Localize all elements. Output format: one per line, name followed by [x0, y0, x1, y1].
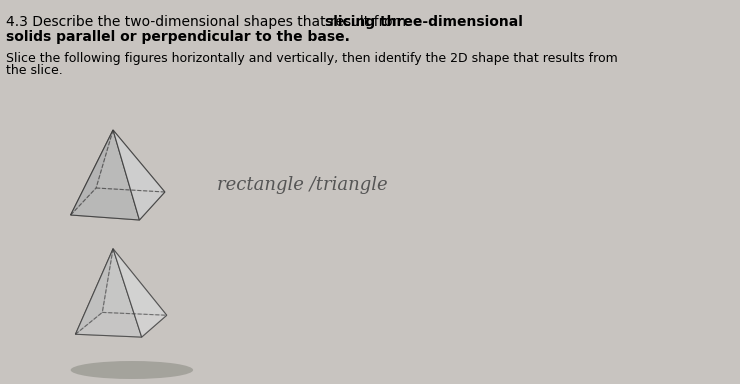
- Polygon shape: [75, 313, 166, 337]
- Text: solids parallel or perpendicular to the base.: solids parallel or perpendicular to the …: [6, 30, 349, 44]
- Polygon shape: [102, 249, 166, 315]
- Polygon shape: [70, 130, 139, 220]
- Polygon shape: [113, 130, 165, 220]
- Polygon shape: [113, 249, 166, 337]
- Polygon shape: [70, 130, 113, 215]
- Polygon shape: [75, 249, 141, 337]
- Polygon shape: [96, 130, 165, 192]
- Text: rectangle /triangle: rectangle /triangle: [217, 176, 387, 194]
- Text: 4.3 Describe the two-dimensional shapes that result from: 4.3 Describe the two-dimensional shapes …: [6, 15, 410, 29]
- Ellipse shape: [70, 361, 193, 379]
- Text: slicing three-dimensional: slicing three-dimensional: [325, 15, 523, 29]
- Text: the slice.: the slice.: [6, 64, 62, 77]
- Text: Slice the following figures horizontally and vertically, then identify the 2D sh: Slice the following figures horizontally…: [6, 52, 617, 65]
- Polygon shape: [75, 249, 113, 334]
- Polygon shape: [70, 188, 165, 220]
